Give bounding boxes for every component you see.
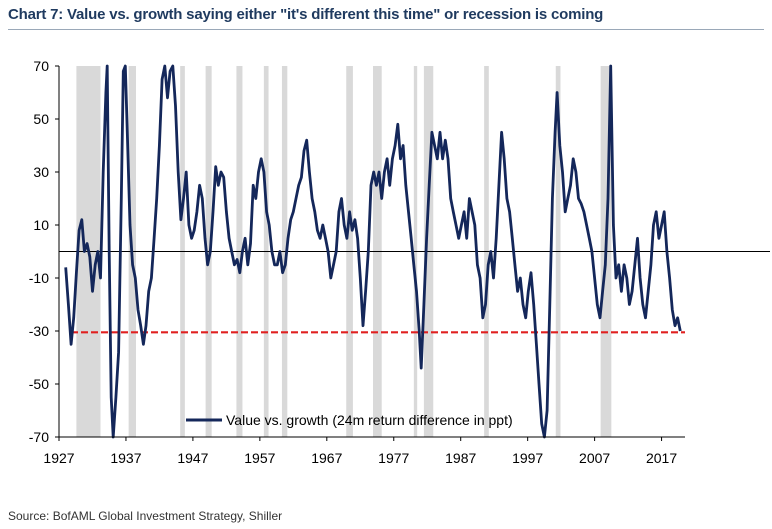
y-tick-label: 10 xyxy=(33,217,49,233)
x-tick-label: 1927 xyxy=(43,450,74,466)
value-vs-growth-chart: 70 50 30 10 -10 -30 -50 -70 1927 1937 1947 1957 1967… xyxy=(29,58,770,466)
legend: Value vs. growth (24m return difference … xyxy=(186,412,513,428)
x-tick-label: 1987 xyxy=(445,450,476,466)
y-tick-label: 30 xyxy=(33,164,49,180)
x-tick-label: 2007 xyxy=(579,450,610,466)
series-layer xyxy=(64,64,682,439)
axes: 70 50 30 10 -10 -30 -50 -70 1927 1937 1947 1957 1967… xyxy=(29,58,685,466)
legend-label: Value vs. growth (24m return difference … xyxy=(226,412,513,428)
x-tick-label: 1977 xyxy=(378,450,409,466)
x-tick-label: 1967 xyxy=(311,450,342,466)
x-tick-label: 1947 xyxy=(177,450,208,466)
source-note: Source: BofAML Global Investment Strateg… xyxy=(8,509,283,523)
y-tick-label: 70 xyxy=(33,58,49,74)
y-tick-label: 50 xyxy=(33,111,49,127)
y-tick-label: -70 xyxy=(29,429,49,445)
x-tick-label: 1937 xyxy=(110,450,141,466)
x-tick-label: 2017 xyxy=(646,450,677,466)
x-tick-label: 1997 xyxy=(512,450,543,466)
y-tick-label: -50 xyxy=(29,376,49,392)
x-tick-label: 1957 xyxy=(244,450,275,466)
series-line-0 xyxy=(64,64,682,439)
y-tick-label: -30 xyxy=(29,323,49,339)
title-divider xyxy=(8,29,764,30)
y-tick-label: -10 xyxy=(29,270,49,286)
chart-title: Chart 7: Value vs. growth saying either … xyxy=(8,6,604,23)
